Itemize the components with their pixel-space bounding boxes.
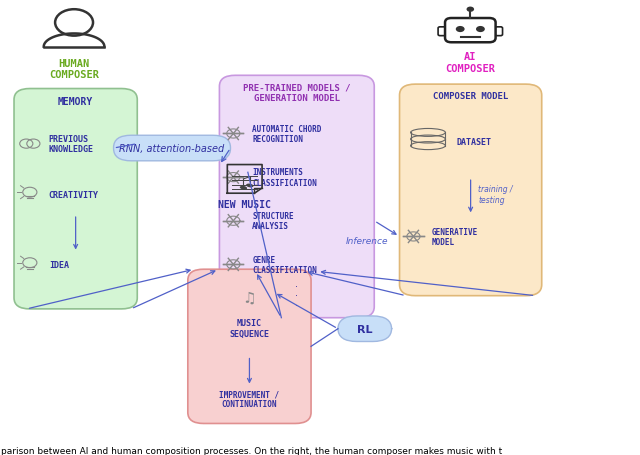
FancyBboxPatch shape: [188, 270, 311, 424]
FancyBboxPatch shape: [445, 19, 495, 43]
Text: RL: RL: [357, 324, 372, 334]
Circle shape: [476, 27, 485, 33]
FancyBboxPatch shape: [338, 316, 392, 342]
Ellipse shape: [240, 187, 247, 190]
Text: NEW MUSIC: NEW MUSIC: [218, 199, 271, 209]
Circle shape: [467, 8, 474, 13]
Text: DATASET: DATASET: [456, 137, 492, 147]
Text: ♫: ♫: [243, 290, 256, 305]
Text: GENERATIVE
MODEL: GENERATIVE MODEL: [431, 227, 477, 247]
Text: parison between AI and human composition processes. On the right, the human comp: parison between AI and human composition…: [1, 445, 502, 455]
Text: MUSIC
SEQUENCE: MUSIC SEQUENCE: [229, 318, 269, 338]
Text: COMPOSER MODEL: COMPOSER MODEL: [433, 92, 508, 101]
Text: AI
COMPOSER: AI COMPOSER: [445, 52, 495, 74]
FancyBboxPatch shape: [113, 136, 230, 162]
Text: AUTOMATIC CHORD
RECOGNITION: AUTOMATIC CHORD RECOGNITION: [252, 125, 322, 144]
Text: IMPROVEMENT /
CONTINUATION: IMPROVEMENT / CONTINUATION: [220, 389, 280, 409]
Text: CREATIVITY: CREATIVITY: [49, 190, 99, 199]
Text: PREVIOUS
KNOWLEDGE: PREVIOUS KNOWLEDGE: [49, 135, 94, 154]
FancyBboxPatch shape: [399, 85, 541, 296]
Text: training /
testing: training / testing: [478, 185, 513, 204]
Text: INSTRUMENTS
CLASSIFICATION: INSTRUMENTS CLASSIFICATION: [252, 168, 317, 187]
Text: MEMORY: MEMORY: [58, 97, 93, 107]
Ellipse shape: [246, 184, 253, 188]
Text: GENRE
CLASSIFICATION: GENRE CLASSIFICATION: [252, 255, 317, 274]
Text: Inference: Inference: [346, 237, 388, 246]
Text: HUMAN
COMPOSER: HUMAN COMPOSER: [49, 59, 99, 80]
Text: STRUCTURE
ANALYSIS: STRUCTURE ANALYSIS: [252, 212, 294, 231]
Text: PRE-TRAINED MODELS /
GENERATION MODEL: PRE-TRAINED MODELS / GENERATION MODEL: [243, 83, 351, 102]
FancyBboxPatch shape: [14, 89, 137, 309]
Text: .
.
.: . . .: [295, 278, 298, 307]
FancyBboxPatch shape: [220, 76, 374, 318]
FancyBboxPatch shape: [438, 28, 445, 36]
FancyBboxPatch shape: [495, 28, 502, 36]
Text: IDEA: IDEA: [49, 261, 68, 270]
Text: RNN, attention-based: RNN, attention-based: [120, 144, 225, 154]
Circle shape: [456, 27, 465, 33]
